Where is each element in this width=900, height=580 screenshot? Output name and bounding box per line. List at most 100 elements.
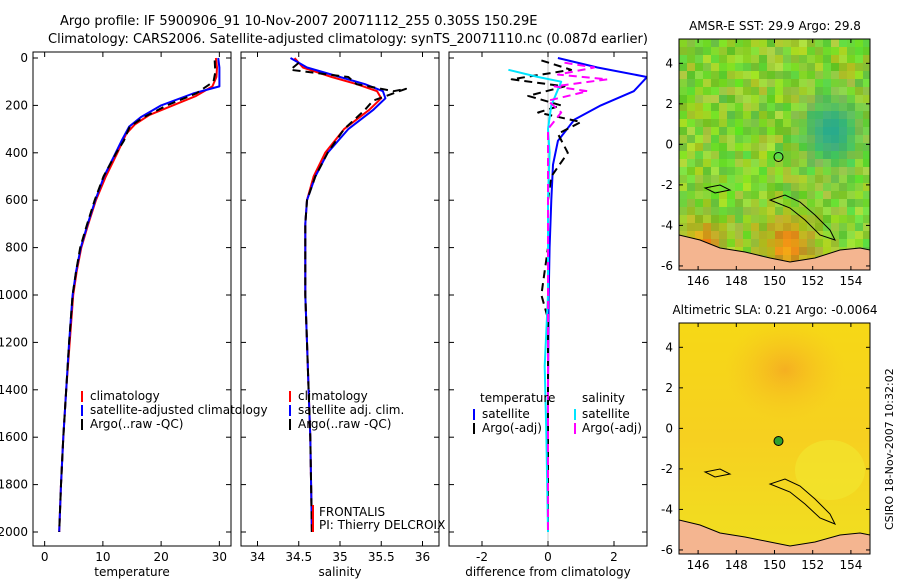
temperature-series-2 [58,60,217,533]
sst-pixel [687,55,695,63]
sst-pixel [775,207,783,215]
sst-pixel [727,103,735,111]
sst-pixel [743,111,751,119]
sst-pixel [751,55,759,63]
sst-pixel [727,63,735,71]
sst-pixel [847,167,855,175]
sst-pixel [783,63,791,71]
sst-pixel [719,207,727,215]
sst-pixel [759,223,767,231]
sst-pixel [679,191,687,199]
sst-pixel [687,47,695,55]
sst-pixel [863,183,870,191]
sst-pixel [799,71,807,79]
sst-pixel [727,199,735,207]
sst-pixel [695,111,703,119]
sst-pixel [775,63,783,71]
sst-pixel [727,231,735,239]
sst-pixel [751,87,759,95]
sst-pixel [703,151,711,159]
sst-pixel [783,167,791,175]
sst-pixel [839,231,847,239]
sst-pixel [727,183,735,191]
sst-pixel [687,199,695,207]
sst-pixel [751,207,759,215]
sst-pixel [863,87,870,95]
sst-pixel [839,239,847,247]
sst-pixel [727,191,735,199]
sst-pixel [807,151,815,159]
sst-pixel [775,239,783,247]
sst-pixel [791,63,799,71]
sst-pixel [831,55,839,63]
sst-pixel [767,199,775,207]
sst-pixel [687,183,695,191]
sst-pixel [799,79,807,87]
map-y-tick-label: 4 [665,340,673,354]
sst-pixel [735,191,743,199]
sst-pixel [847,63,855,71]
sst-pixel [679,175,687,183]
sst-pixel [775,215,783,223]
sst-pixel [735,215,743,223]
sst-pixel [711,231,719,239]
sst-pixel [711,79,719,87]
y-tick-label: 600 [5,193,28,207]
sst-pixel [767,63,775,71]
sst-pixel [855,207,863,215]
sst-pixel [743,103,751,111]
sst-pixel [751,239,759,247]
sst-pixel [783,207,791,215]
sst-pixel [679,207,687,215]
x-tick-label: 34 [250,550,265,564]
sst-pixel [703,119,711,127]
sst-pixel [791,159,799,167]
sst-pixel [799,135,807,143]
sst-pixel [831,143,839,151]
sst-pixel [687,191,695,199]
sst-pixel [703,215,711,223]
sst-pixel [783,231,791,239]
sst-pixel [759,63,767,71]
sst-pixel [695,103,703,111]
sst-pixel [711,63,719,71]
sst-pixel [727,111,735,119]
sst-pixel [735,111,743,119]
sst-pixel [815,103,823,111]
sst-pixel [695,135,703,143]
sst-pixel [679,135,687,143]
sst-pixel [839,175,847,183]
sst-pixel [807,183,815,191]
sst-pixel [711,175,719,183]
sla-high-region [725,323,845,420]
sst-pixel [751,63,759,71]
salinity-series-2 [289,61,407,533]
sst-pixel [719,231,727,239]
map-y-tick-label: -4 [661,218,673,232]
sst-pixel [759,79,767,87]
sst-pixel [679,103,687,111]
sst-pixel [799,247,807,255]
sst-pixel [815,47,823,55]
sst-pixel [767,215,775,223]
sst-pixel [759,87,767,95]
sst-pixel [799,47,807,55]
sst-pixel [679,231,687,239]
sst-pixel [847,79,855,87]
sst-pixel [807,247,815,255]
sst-pixel [711,151,719,159]
sst-pixel [679,127,687,135]
legend-label: climatology [298,389,368,403]
sst-pixel [767,151,775,159]
sst-pixel [839,223,847,231]
sst-pixel [687,111,695,119]
sst-pixel [783,151,791,159]
sst-pixel [759,215,767,223]
sst-pixel [791,151,799,159]
sst-pixel [807,215,815,223]
sst-pixel [823,135,831,143]
sst-pixel [695,183,703,191]
sst-pixel [679,71,687,79]
map-x-tick-label: 146 [687,274,710,288]
sst-pixel [727,167,735,175]
